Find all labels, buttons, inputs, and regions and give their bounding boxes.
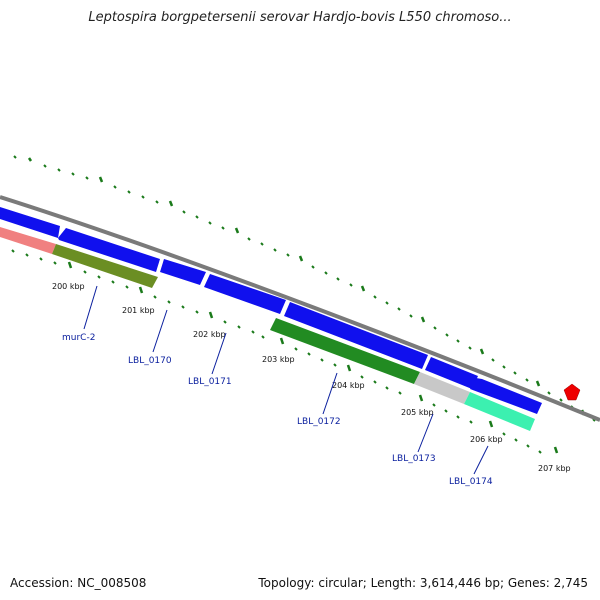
gene-label-LBL_0173[interactable]: LBL_0173 [392, 454, 436, 464]
kbp-label: 204 kbp [332, 381, 365, 390]
forward-gene[interactable] [0, 207, 60, 238]
map-title: Leptospira borgpetersenii serovar Hardjo… [88, 10, 512, 25]
kbp-label: 207 kbp [538, 464, 571, 473]
kbp-label: 200 kbp [52, 282, 85, 291]
forward-strand-genes [0, 207, 542, 414]
kbp-label: 203 kbp [262, 355, 295, 364]
gene-murC-2[interactable] [52, 244, 158, 288]
kbp-label: 206 kbp [470, 435, 503, 444]
forward-gene[interactable] [58, 228, 160, 272]
gene-labels: murC-2 LBL_0170 LBL_0171 LBL_0172 LBL_01… [62, 333, 493, 487]
forward-gene[interactable] [160, 259, 206, 285]
gene-label-LBL_0172[interactable]: LBL_0172 [297, 417, 341, 427]
kbp-label: 205 kbp [401, 408, 434, 417]
gene-LBL_0173[interactable] [414, 372, 470, 404]
accession-text: Accession: NC_008508 [10, 576, 147, 590]
forward-gene[interactable] [470, 378, 542, 414]
gene-LBL_0172[interactable] [270, 318, 420, 384]
gene-label-LBL_0171[interactable]: LBL_0171 [188, 377, 232, 387]
forward-gene[interactable] [425, 357, 478, 389]
forward-gene[interactable] [204, 274, 286, 314]
chromosome-backbone [0, 195, 600, 422]
leader-lines [83, 285, 489, 475]
gene-label-LBL_0174[interactable]: LBL_0174 [449, 477, 493, 487]
gene-label-LBL_0170[interactable]: LBL_0170 [128, 356, 172, 366]
gene-pink[interactable] [0, 227, 56, 254]
gene-LBL_0174[interactable] [464, 392, 535, 431]
inner-tick-ring [11, 249, 559, 454]
kbp-labels: 200 kbp 201 kbp 202 kbp 203 kbp 204 kbp … [52, 282, 571, 473]
forward-gene[interactable] [284, 302, 428, 369]
topology-stats: Topology: circular; Length: 3,614,446 bp… [258, 576, 588, 590]
kbp-label: 201 kbp [122, 306, 155, 315]
gene-label-murC-2[interactable]: murC-2 [62, 333, 95, 343]
kbp-label: 202 kbp [193, 330, 226, 339]
reverse-strand-genes [0, 227, 535, 431]
position-marker[interactable] [563, 383, 581, 401]
